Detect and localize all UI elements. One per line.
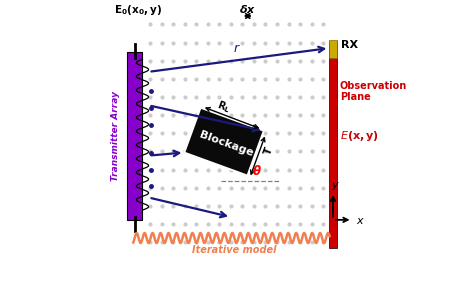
Polygon shape xyxy=(184,108,264,175)
Text: Blockage: Blockage xyxy=(199,130,255,159)
Text: $\boldsymbol{\delta x}$: $\boldsymbol{\delta x}$ xyxy=(239,3,256,15)
Text: $\mathbf{T}$: $\mathbf{T}$ xyxy=(261,144,275,157)
Text: $\mathbf{R_L}$: $\mathbf{R_L}$ xyxy=(215,98,232,116)
Bar xyxy=(329,41,337,248)
Text: $\mathbf{\mathit{r}}$: $\mathbf{\mathit{r}}$ xyxy=(233,41,241,55)
Bar xyxy=(329,40,337,58)
Text: $\boldsymbol{\theta}$: $\boldsymbol{\theta}$ xyxy=(252,164,261,178)
Text: Transmitter Array: Transmitter Array xyxy=(110,91,120,181)
Text: $\mathbf{\mathit{x}}$: $\mathbf{\mathit{x}}$ xyxy=(356,216,365,226)
Bar xyxy=(127,52,142,220)
Text: Iterative model: Iterative model xyxy=(192,245,276,255)
Text: $\mathbf{\mathit{y}}$: $\mathbf{\mathit{y}}$ xyxy=(331,180,340,192)
Text: Observation
Plane: Observation Plane xyxy=(340,81,407,102)
Text: $\mathbf{E_0(x_0, y)}$: $\mathbf{E_0(x_0, y)}$ xyxy=(114,3,162,17)
Text: $\mathbf{\mathit{E}(x,y)}$: $\mathbf{\mathit{E}(x,y)}$ xyxy=(340,129,379,143)
Text: RX: RX xyxy=(341,40,359,50)
